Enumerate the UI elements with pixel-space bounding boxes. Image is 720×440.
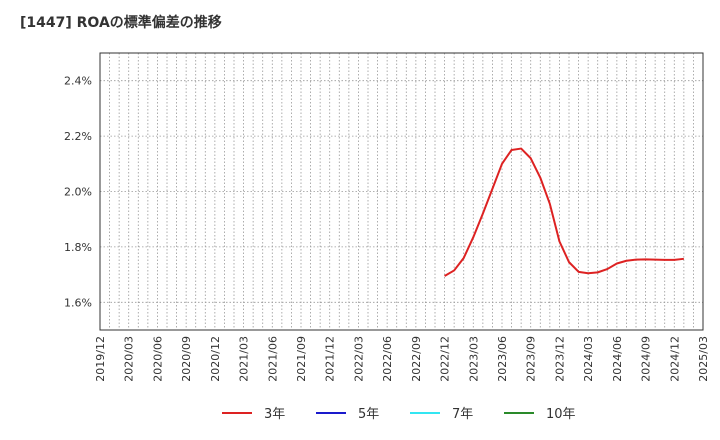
x-tick-label: 2020/06: [151, 336, 164, 382]
x-tick-label: 2023/06: [496, 336, 509, 382]
x-tick-label: 2020/03: [123, 336, 136, 382]
x-tick-label: 2021/03: [238, 336, 251, 382]
x-tick-label: 2019/12: [94, 336, 107, 382]
plot-frame: [99, 52, 704, 331]
x-tick-label: 2021/06: [266, 336, 279, 382]
x-tick-label: 2020/12: [209, 336, 222, 382]
legend-label-4: 10年: [546, 407, 576, 422]
x-tick-label: 2023/12: [553, 336, 566, 382]
y-tick-label: 2.0%: [64, 186, 92, 199]
x-tick-label: 2024/06: [611, 336, 624, 382]
x-tick-label: 2023/03: [467, 336, 480, 382]
x-tick-label: 2022/03: [352, 336, 365, 382]
x-tick-label: 2024/03: [582, 336, 595, 382]
x-tick-label: 2024/09: [640, 336, 653, 382]
x-tick-label: 2021/09: [295, 336, 308, 382]
legend-label-3: 7年: [452, 407, 473, 422]
x-tick-label: 2025/03: [697, 336, 710, 382]
x-tick-label: 2020/09: [180, 336, 193, 382]
x-tick-label: 2021/12: [324, 336, 337, 382]
x-tick-label: 2022/06: [381, 336, 394, 382]
x-tick-label: 2024/12: [668, 336, 681, 382]
series-line-1: [444, 147, 684, 277]
legend-label-2: 5年: [358, 407, 379, 422]
legend-label-1: 3年: [264, 407, 285, 422]
y-tick-label: 1.8%: [64, 241, 92, 254]
y-tick-label: 2.4%: [64, 75, 92, 88]
x-tick-label: 2023/09: [525, 336, 538, 382]
x-tick-label: 2022/12: [439, 336, 452, 382]
x-tick-label: 2022/09: [410, 336, 423, 382]
y-tick-label: 1.6%: [64, 296, 92, 309]
chart-title: [1447] ROAの標準偏差の推移: [20, 15, 222, 31]
y-tick-label: 2.2%: [64, 130, 92, 143]
